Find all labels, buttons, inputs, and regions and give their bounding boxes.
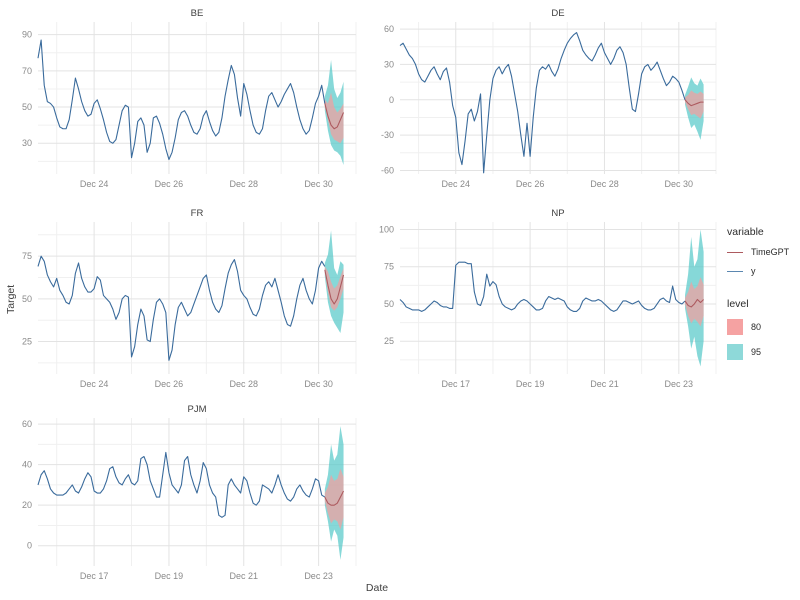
x-tick-label: Dec 26 — [155, 379, 184, 389]
x-tick-label: Dec 21 — [590, 379, 619, 389]
x-tick-label: Dec 24 — [441, 179, 470, 189]
x-axis-title: Date — [365, 582, 389, 594]
band-level-80 — [324, 468, 344, 530]
x-tick-label: Dec 28 — [229, 379, 258, 389]
series-line-y — [37, 255, 326, 361]
y-tick-label: 20 — [22, 500, 32, 510]
y-tick-label: -30 — [381, 130, 394, 140]
series-line-timegpt — [324, 269, 345, 305]
y-tick-label: 70 — [22, 66, 32, 76]
x-tick-label: Dec 26 — [155, 179, 184, 189]
legend-title-level: level — [727, 298, 749, 310]
facet-title-de: DE — [551, 8, 565, 19]
y-tick-label: 90 — [22, 30, 32, 40]
x-tick-label: Dec 24 — [80, 379, 109, 389]
x-tick-label: Dec 30 — [665, 179, 694, 189]
series-line-y — [399, 261, 686, 312]
facet-title-np: NP — [551, 208, 565, 219]
level-80-swatch — [727, 319, 743, 335]
x-tick-label: Dec 23 — [304, 571, 333, 581]
facet-title-pjm: PJM — [187, 404, 207, 415]
y-tick-label: 30 — [384, 59, 394, 69]
legend: variable TimeGPT y level 80 95 — [727, 226, 797, 382]
x-tick-label: Dec 28 — [590, 179, 619, 189]
legend-item-label: 95 — [751, 347, 762, 357]
legend-item-level-95: 95 — [727, 344, 797, 360]
y-tick-label: 0 — [27, 541, 32, 551]
y-tick-label: 100 — [379, 224, 394, 234]
timegpt-line-swatch — [727, 251, 743, 253]
y-tick-label: 60 — [22, 419, 32, 429]
legend-section-level: level 80 95 — [727, 298, 797, 360]
x-tick-label: Dec 24 — [80, 179, 109, 189]
legend-item-label: y — [751, 266, 756, 276]
band-level-80 — [324, 92, 344, 144]
band-level-95 — [324, 230, 344, 334]
x-tick-label: Dec 28 — [229, 179, 258, 189]
y-tick-label: 30 — [22, 138, 32, 148]
y-tick-label: -60 — [381, 165, 394, 175]
band-level-80 — [324, 266, 344, 311]
legend-item-level-80: 80 — [727, 319, 797, 335]
legend-item-label: 80 — [751, 322, 762, 332]
x-tick-label: Dec 21 — [229, 571, 258, 581]
y-tick-label: 50 — [384, 299, 394, 309]
y-tick-label: 40 — [22, 460, 32, 470]
x-tick-label: Dec 30 — [304, 179, 333, 189]
series-line-y — [37, 451, 326, 518]
y-tick-label: 25 — [384, 336, 394, 346]
series-line-y — [37, 39, 326, 161]
series-line-timegpt — [324, 103, 345, 130]
x-tick-label: Dec 30 — [304, 379, 333, 389]
facet-title-fr: FR — [190, 208, 204, 219]
x-tick-label: Dec 26 — [516, 179, 545, 189]
y-tick-label: 25 — [22, 337, 32, 347]
series-line-y — [399, 32, 686, 174]
legend-item-label: TimeGPT — [751, 247, 790, 257]
series-line-timegpt — [684, 99, 704, 107]
series-line-timegpt — [684, 298, 704, 308]
y-tick-label: 75 — [22, 251, 32, 261]
y-line-swatch — [727, 270, 743, 272]
legend-title-variable: variable — [727, 226, 764, 238]
x-tick-label: Dec 23 — [665, 379, 694, 389]
series-line-timegpt — [324, 490, 345, 506]
facet-title-be: BE — [190, 8, 204, 19]
legend-item-timegpt: TimeGPT — [727, 247, 797, 257]
y-tick-label: 50 — [22, 294, 32, 304]
x-tick-label: Dec 19 — [516, 379, 545, 389]
band-level-80 — [685, 277, 704, 327]
y-tick-label: 60 — [384, 24, 394, 34]
level-95-swatch — [727, 344, 743, 360]
y-axis-title: Target — [5, 284, 17, 314]
x-tick-label: Dec 17 — [441, 379, 470, 389]
y-tick-label: 75 — [384, 262, 394, 272]
x-tick-label: Dec 19 — [155, 571, 184, 581]
y-tick-label: 0 — [389, 95, 394, 105]
y-tick-label: 50 — [22, 102, 32, 112]
x-tick-label: Dec 17 — [80, 571, 109, 581]
legend-item-y: y — [727, 266, 797, 276]
legend-section-variable: variable TimeGPT y — [727, 226, 797, 276]
